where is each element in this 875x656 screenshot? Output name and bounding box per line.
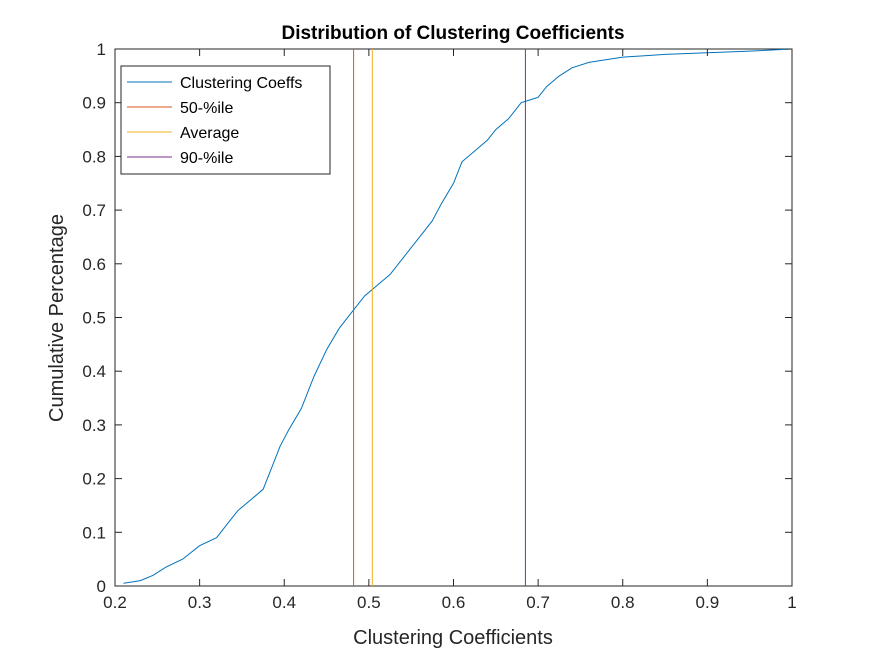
chart-title: Distribution of Clustering Coefficients — [281, 23, 624, 44]
series-layer — [123, 48, 793, 586]
y-tick-label: 0.5 — [82, 309, 106, 328]
y-tick-label: 0.1 — [82, 523, 106, 542]
y-tick-label: 0.2 — [82, 470, 106, 489]
y-tick-label: 0.6 — [82, 255, 106, 274]
series-line-0 — [123, 48, 793, 584]
legend: Clustering Coeffs 50-%ile Average 90-%ile — [120, 65, 331, 175]
x-tick-label: 0.3 — [188, 593, 212, 612]
y-tick-label: 0.8 — [82, 147, 106, 166]
x-tick-label: 0.2 — [103, 593, 127, 612]
x-tick-label: 0.9 — [696, 593, 720, 612]
y-tick-label: 0.3 — [82, 416, 106, 435]
y-axis-label: Cumulative Percentage — [46, 214, 68, 422]
x-tick-label: 0.4 — [272, 593, 296, 612]
y-tick-label: 0.9 — [82, 94, 106, 113]
x-tick-label: 0.5 — [357, 593, 381, 612]
x-tick-label: 0.6 — [442, 593, 466, 612]
x-tick-label: 0.7 — [526, 593, 550, 612]
legend-label-0: Clustering Coeffs — [180, 75, 302, 92]
axes-layer: 0.2 0.3 0.4 0.5 0.6 0.7 0.8 0.9 1 0 0.1 0.2 0.3 0.4 0.… — [82, 40, 796, 612]
y-tick-label: 0.4 — [82, 362, 106, 381]
y-tick-label: 0.7 — [82, 201, 106, 220]
x-tick-label: 1 — [787, 593, 796, 612]
y-tick-label: 0 — [97, 577, 106, 596]
legend-label-1: 50-%ile — [180, 100, 233, 117]
legend-label-3: 90-%ile — [180, 150, 233, 167]
legend-label-2: Average — [180, 125, 239, 142]
x-tick-label: 0.8 — [611, 593, 635, 612]
y-tick-label: 1 — [97, 40, 106, 59]
legend-box — [120, 65, 331, 175]
x-axis-label: Clustering Coefficients — [353, 627, 553, 649]
